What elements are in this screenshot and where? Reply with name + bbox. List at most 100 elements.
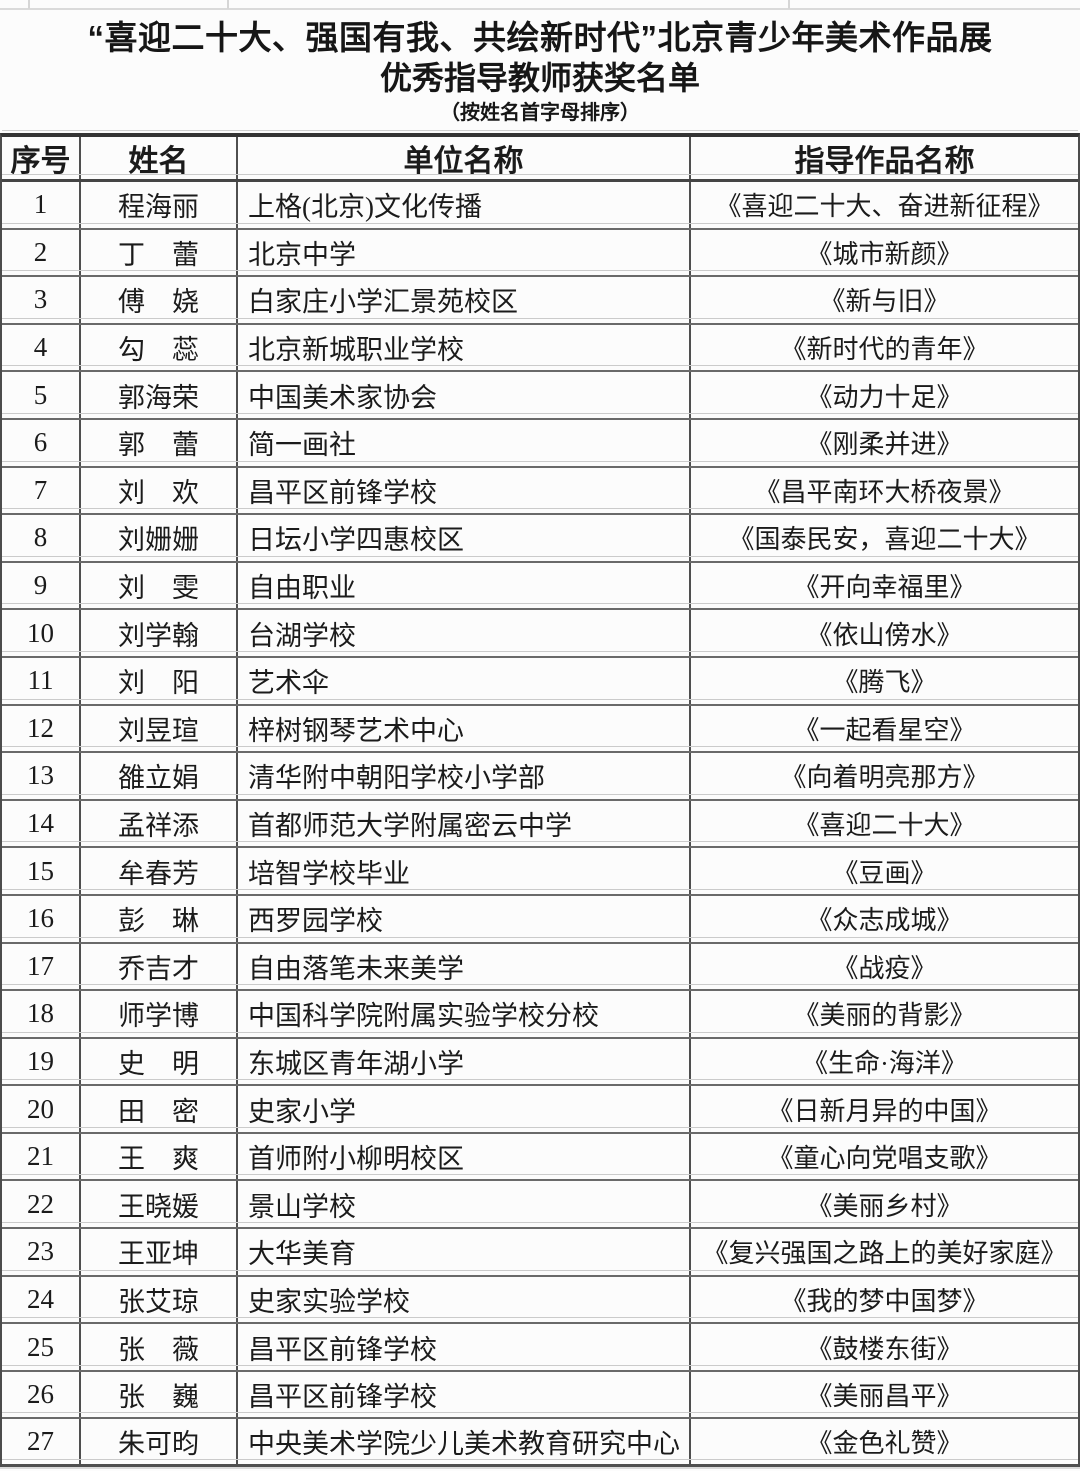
cell-name: 刘 阳 — [81, 657, 238, 704]
cell-work: 《动力十足》 — [806, 382, 963, 412]
cell-work: 《刚柔并进》 — [806, 430, 963, 460]
cell-name: 史 明 — [81, 1038, 238, 1085]
cell-unit: 北京新城职业学校 — [238, 324, 691, 371]
cell-work: 《鼓楼东街》 — [806, 1334, 963, 1364]
table-row: 19 史 明东城区青年湖小学 《生命·海洋》 — [2, 1038, 1078, 1087]
cell-work: 《金色礼赞》 — [806, 1429, 963, 1459]
cell-unit: 简一画社 — [238, 419, 691, 466]
cell-unit: 梓树钢琴艺术中心 — [238, 705, 691, 752]
cell-unit: 台湖学校 — [238, 610, 691, 656]
cell-work: 《众志成城》 — [806, 906, 963, 936]
table-row: 26 张 巍昌平区前锋学校 《美丽昌平》 — [2, 1371, 1078, 1420]
cell-name: 王 爽 — [81, 1133, 238, 1180]
top-remnant-stub — [788, 0, 790, 9]
cell-name: 郭 蕾 — [81, 419, 238, 466]
cell-work: 《依山傍水》 — [806, 620, 963, 650]
cell-unit: 上格(北京)文化传播 — [238, 182, 691, 228]
cell-no: 27 — [2, 1419, 81, 1465]
top-remnant-stub — [227, 0, 229, 9]
cell-name: 张 巍 — [81, 1371, 238, 1418]
cell-name: 丁 蕾 — [81, 229, 238, 276]
table-body: 1 程海丽 上格(北京)文化传播 《喜迎二十大、奋进新征程》 2 丁 蕾北京中学 《城市新颜… — [2, 182, 1078, 1468]
table-row: 23 王亚坤 大华美育 《复兴强国之路上的美好家庭》 — [2, 1229, 1078, 1277]
cell-no: 4 — [2, 324, 81, 371]
cell-name: 牟春芳 — [81, 848, 238, 894]
cell-work: 《腾飞》 — [832, 668, 937, 698]
cell-name: 雒立娟 — [81, 753, 238, 799]
cell-work: 《美丽的背影》 — [793, 1001, 976, 1031]
top-remnant-line — [0, 8, 1080, 10]
cell-name: 刘 雯 — [81, 562, 238, 609]
cell-no: 21 — [2, 1133, 81, 1180]
cell-work: 《新与旧》 — [819, 287, 950, 317]
cell-unit: 昌平区前锋学校 — [238, 1324, 691, 1370]
cell-no: 25 — [2, 1324, 81, 1370]
cell-name: 刘学翰 — [81, 610, 238, 656]
cell-no: 23 — [2, 1229, 81, 1275]
cell-work: 《开向幸福里》 — [793, 573, 976, 603]
cell-no: 11 — [2, 657, 81, 704]
cell-no: 18 — [2, 991, 81, 1037]
cell-work: 《喜迎二十大》 — [793, 811, 976, 841]
title-line-3: （按姓名首字母排序） — [440, 102, 640, 124]
cell-unit: 昌平区前锋学校 — [238, 1371, 691, 1418]
cell-unit: 北京中学 — [238, 229, 691, 276]
column-header-unit: 单位名称 — [238, 137, 691, 179]
cell-no: 6 — [2, 419, 81, 466]
document-title: “喜迎二十大、强国有我、共绘新时代”北京青少年美术作品展 优秀指导教师获奖名单 … — [0, 18, 1080, 127]
cell-name: 傅 娆 — [81, 277, 238, 323]
cell-work: 《昌平南环大桥夜景》 — [754, 477, 1015, 507]
cell-name: 彭 琳 — [81, 895, 238, 942]
cell-work: 《向着明亮那方》 — [780, 763, 989, 793]
cell-unit: 日坛小学四惠校区 — [238, 515, 691, 561]
cell-name: 刘 欢 — [81, 467, 238, 514]
table-row: 27 朱可昀 中央美术学院少儿美术教育研究中心 《金色礼赞》 — [2, 1419, 1078, 1468]
cell-work: 《战疫》 — [832, 953, 937, 983]
cell-no: 1 — [2, 182, 81, 228]
table-row: 22 王晓媛 景山学校 《美丽乡村》 — [2, 1181, 1078, 1230]
cell-unit: 西罗园学校 — [238, 895, 691, 942]
cell-unit: 史家实验学校 — [238, 1276, 691, 1323]
cell-unit: 中央美术学院少儿美术教育研究中心 — [238, 1419, 691, 1465]
cell-no: 16 — [2, 895, 81, 942]
cell-name: 刘姗姗 — [81, 515, 238, 561]
cell-unit: 自由职业 — [238, 562, 691, 609]
column-header-name: 姓名 — [81, 137, 238, 179]
table-row: 15 牟春芳 培智学校毕业 《豆画》 — [2, 848, 1078, 896]
cell-name: 朱可昀 — [81, 1419, 238, 1465]
table-header-row: 序号 姓名 单位名称 指导作品名称 — [2, 137, 1078, 182]
cell-name: 乔吉才 — [81, 943, 238, 990]
cell-name: 王亚坤 — [81, 1229, 238, 1275]
title-line-2: 优秀指导教师获奖名单 — [379, 60, 700, 96]
cell-name: 王晓媛 — [81, 1181, 238, 1228]
title-line-1: “喜迎二十大、强国有我、共绘新时代”北京青少年美术作品展 — [87, 19, 993, 56]
table-row: 24 张艾琼 史家实验学校 《我的梦中国梦》 — [2, 1276, 1078, 1325]
table-row: 11 刘 阳艺术伞 《腾飞》 — [2, 657, 1078, 706]
cell-unit: 首师附小柳明校区 — [238, 1133, 691, 1180]
cell-no: 13 — [2, 753, 81, 799]
cell-work: 《豆画》 — [832, 858, 937, 888]
cell-no: 19 — [2, 1038, 81, 1085]
cell-no: 14 — [2, 800, 81, 847]
cell-no: 3 — [2, 277, 81, 323]
cell-no: 26 — [2, 1371, 81, 1418]
cell-no: 15 — [2, 848, 81, 894]
table-row: 17 乔吉才 自由落笔未来美学 《战疫》 — [2, 943, 1078, 992]
table-row: 14 孟祥添 首都师范大学附属密云中学 《喜迎二十大》 — [2, 800, 1078, 849]
cell-name: 田 密 — [81, 1086, 238, 1132]
cell-work: 《国泰民安，喜迎二十大》 — [728, 525, 1041, 555]
cell-name: 刘昱瑄 — [81, 705, 238, 752]
cell-name: 张艾琼 — [81, 1276, 238, 1323]
cell-unit: 自由落笔未来美学 — [238, 943, 691, 990]
table-row: 18 师学博 中国科学院附属实验学校分校 《美丽的背影》 — [2, 991, 1078, 1039]
cell-name: 师学博 — [81, 991, 238, 1037]
cell-unit: 中国科学院附属实验学校分校 — [238, 991, 691, 1037]
table-row: 16 彭 琳西罗园学校 《众志成城》 — [2, 895, 1078, 944]
table-row: 10 刘学翰 台湖学校 《依山傍水》 — [2, 610, 1078, 658]
cell-no: 10 — [2, 610, 81, 656]
cell-name: 张 薇 — [81, 1324, 238, 1370]
cell-no: 22 — [2, 1181, 81, 1228]
